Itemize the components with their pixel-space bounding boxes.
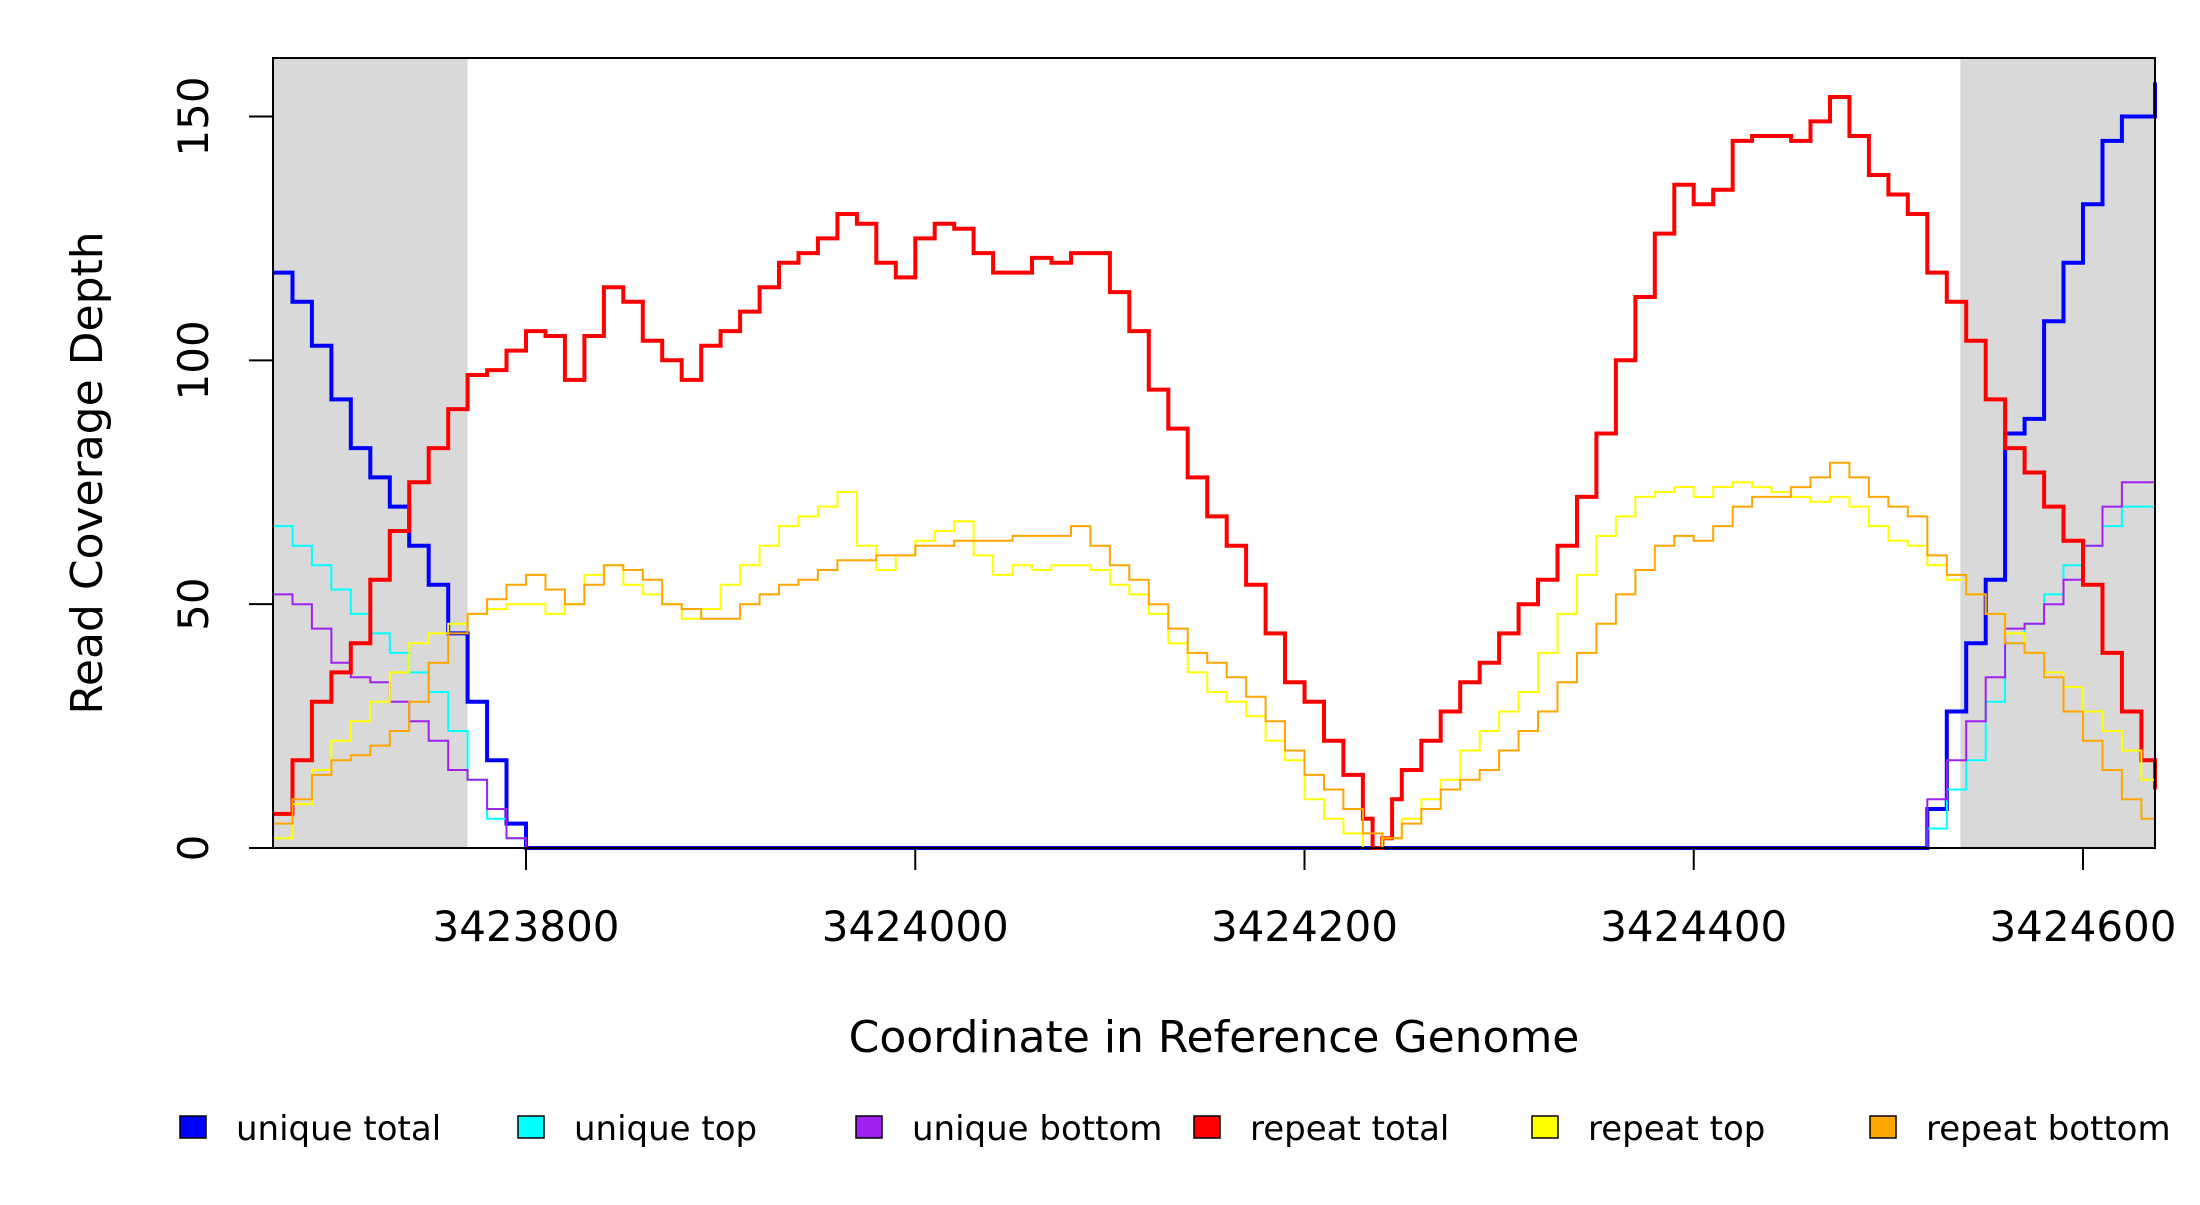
shaded-regions <box>273 58 2155 848</box>
legend-label-unique-bottom: unique bottom <box>912 1109 1162 1149</box>
legend-swatch-unique-top <box>517 1115 545 1139</box>
y-tick-label: 100 <box>169 320 218 400</box>
legend-label-unique-top: unique top <box>574 1109 757 1149</box>
y-axis: 0 50 100 150 <box>169 76 273 861</box>
legend-swatch-unique-bottom <box>855 1115 883 1139</box>
legend-swatch-unique-total <box>179 1115 207 1139</box>
legend-label-repeat-total: repeat total <box>1250 1109 1449 1149</box>
x-axis: 3423800 3424000 3424200 3424400 3424600 <box>432 848 2177 951</box>
y-tick-label: 50 <box>169 577 218 630</box>
series-line-unique-top <box>273 482 2156 849</box>
legend-label-unique-total: unique total <box>236 1109 441 1149</box>
x-tick-label: 3424200 <box>1211 902 1398 951</box>
series-line-unique-total <box>273 82 2157 850</box>
y-axis-title: Read Coverage Depth <box>62 231 113 714</box>
x-tick-label: 3424000 <box>822 902 1009 951</box>
y-tick-label: 0 <box>169 835 218 862</box>
y-tick-label: 150 <box>169 76 218 156</box>
series-line-repeat-top <box>273 481 2156 849</box>
x-tick-label: 3424400 <box>1600 902 1787 951</box>
series-line-repeat-total <box>273 95 2157 850</box>
legend: unique total unique top unique bottom repea… <box>179 1109 2171 1149</box>
legend-label-repeat-bottom: repeat bottom <box>1926 1109 2171 1149</box>
shaded-region-2 <box>1960 58 2155 848</box>
x-tick-label: 3423800 <box>432 902 619 951</box>
x-axis-title: Coordinate in Reference Genome <box>849 1012 1580 1063</box>
plot-frame <box>272 57 2156 849</box>
series-line-repeat-bottom <box>273 461 2155 840</box>
legend-swatch-repeat-total <box>1193 1115 1221 1139</box>
legend-label-repeat-top: repeat top <box>1588 1109 1765 1149</box>
x-tick-label: 3424600 <box>1989 902 2176 951</box>
legend-swatch-repeat-top <box>1531 1115 1559 1139</box>
series-lines <box>273 82 2157 850</box>
series-line-unique-bottom <box>273 457 2156 849</box>
legend-swatch-repeat-bottom <box>1869 1115 1897 1139</box>
